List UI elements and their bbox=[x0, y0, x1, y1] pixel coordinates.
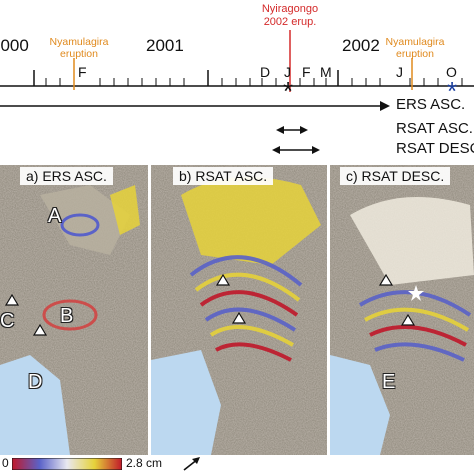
panel-rsat-asc: b) RSAT ASC. bbox=[151, 165, 327, 455]
panel-title: a) ERS ASC. bbox=[20, 167, 113, 185]
nyiragongo-label: Nyiragongo 2002 erup. bbox=[250, 3, 330, 29]
star-marker-icon bbox=[408, 285, 424, 301]
timeline-axes bbox=[0, 30, 474, 154]
dataset-label-ers-asc: ERS ASC. bbox=[396, 96, 466, 113]
ers-asc-arrowhead bbox=[380, 101, 390, 111]
eruption-asterisk-marker: * bbox=[283, 76, 294, 106]
month-label: F bbox=[302, 64, 311, 80]
panel-ers-asc: a) ERS ASC. A B C D bbox=[0, 165, 148, 455]
site-label-b: B bbox=[60, 305, 74, 327]
month-label: O bbox=[446, 64, 457, 80]
site-label-e: E bbox=[382, 371, 396, 393]
colorbar bbox=[12, 458, 122, 470]
year-label: 2001 bbox=[146, 36, 184, 55]
interferogram-panels: a) ERS ASC. A B C D b) RSAT ASC. bbox=[0, 165, 474, 455]
volcano-triangle-icon bbox=[400, 313, 416, 326]
nyiragongo-label-line2: 2002 erup. bbox=[263, 16, 317, 28]
nyamulagira-eruption-label: Nyamulagira eruption bbox=[49, 36, 109, 60]
interferogram-image bbox=[151, 165, 327, 455]
interferogram-image bbox=[330, 165, 474, 455]
year-label: 2000 bbox=[0, 36, 29, 55]
panel-title: b) RSAT ASC. bbox=[173, 167, 274, 185]
nyiragongo-label-line1: Nyiragongo bbox=[261, 3, 319, 15]
volcano-triangle-icon bbox=[4, 293, 20, 306]
volcano-triangle-icon bbox=[378, 273, 394, 286]
month-label: J bbox=[284, 64, 291, 80]
site-label-d: D bbox=[28, 371, 43, 393]
volcano-triangle-icon bbox=[231, 311, 247, 324]
acquisition-asterisk-marker: * bbox=[447, 76, 458, 106]
month-ticks bbox=[45, 78, 463, 86]
colorbar-min-label: 0 bbox=[2, 456, 9, 470]
site-label-a: A bbox=[48, 205, 62, 227]
year-label: 2002 bbox=[342, 36, 380, 55]
panel-rsat-desc: c) RSAT DESC. E bbox=[330, 165, 474, 455]
volcano-triangle-icon bbox=[215, 273, 231, 286]
month-label: F bbox=[78, 64, 87, 80]
colorbar-max-label: 2.8 cm bbox=[126, 456, 163, 470]
nyamulagira-eruption-label: Nyamulagira eruption bbox=[385, 36, 445, 60]
month-label: M bbox=[320, 64, 332, 80]
site-label-c: C bbox=[0, 310, 15, 332]
panel-title: c) RSAT DESC. bbox=[340, 167, 451, 185]
volcano-triangle-icon bbox=[32, 323, 48, 336]
month-label: J bbox=[396, 64, 403, 80]
timeline: 2000 2001 2002 F D J F M J O Nyamulagira… bbox=[0, 0, 474, 160]
footer: 0 2.8 cm bbox=[0, 455, 474, 474]
interferogram-image bbox=[0, 165, 148, 455]
north-arrow-icon bbox=[183, 457, 200, 471]
dataset-label-rsat-asc: RSAT ASC. bbox=[396, 120, 473, 137]
month-label: D bbox=[260, 64, 271, 80]
dataset-label-rsat-desc: RSAT DESC. bbox=[396, 140, 474, 157]
